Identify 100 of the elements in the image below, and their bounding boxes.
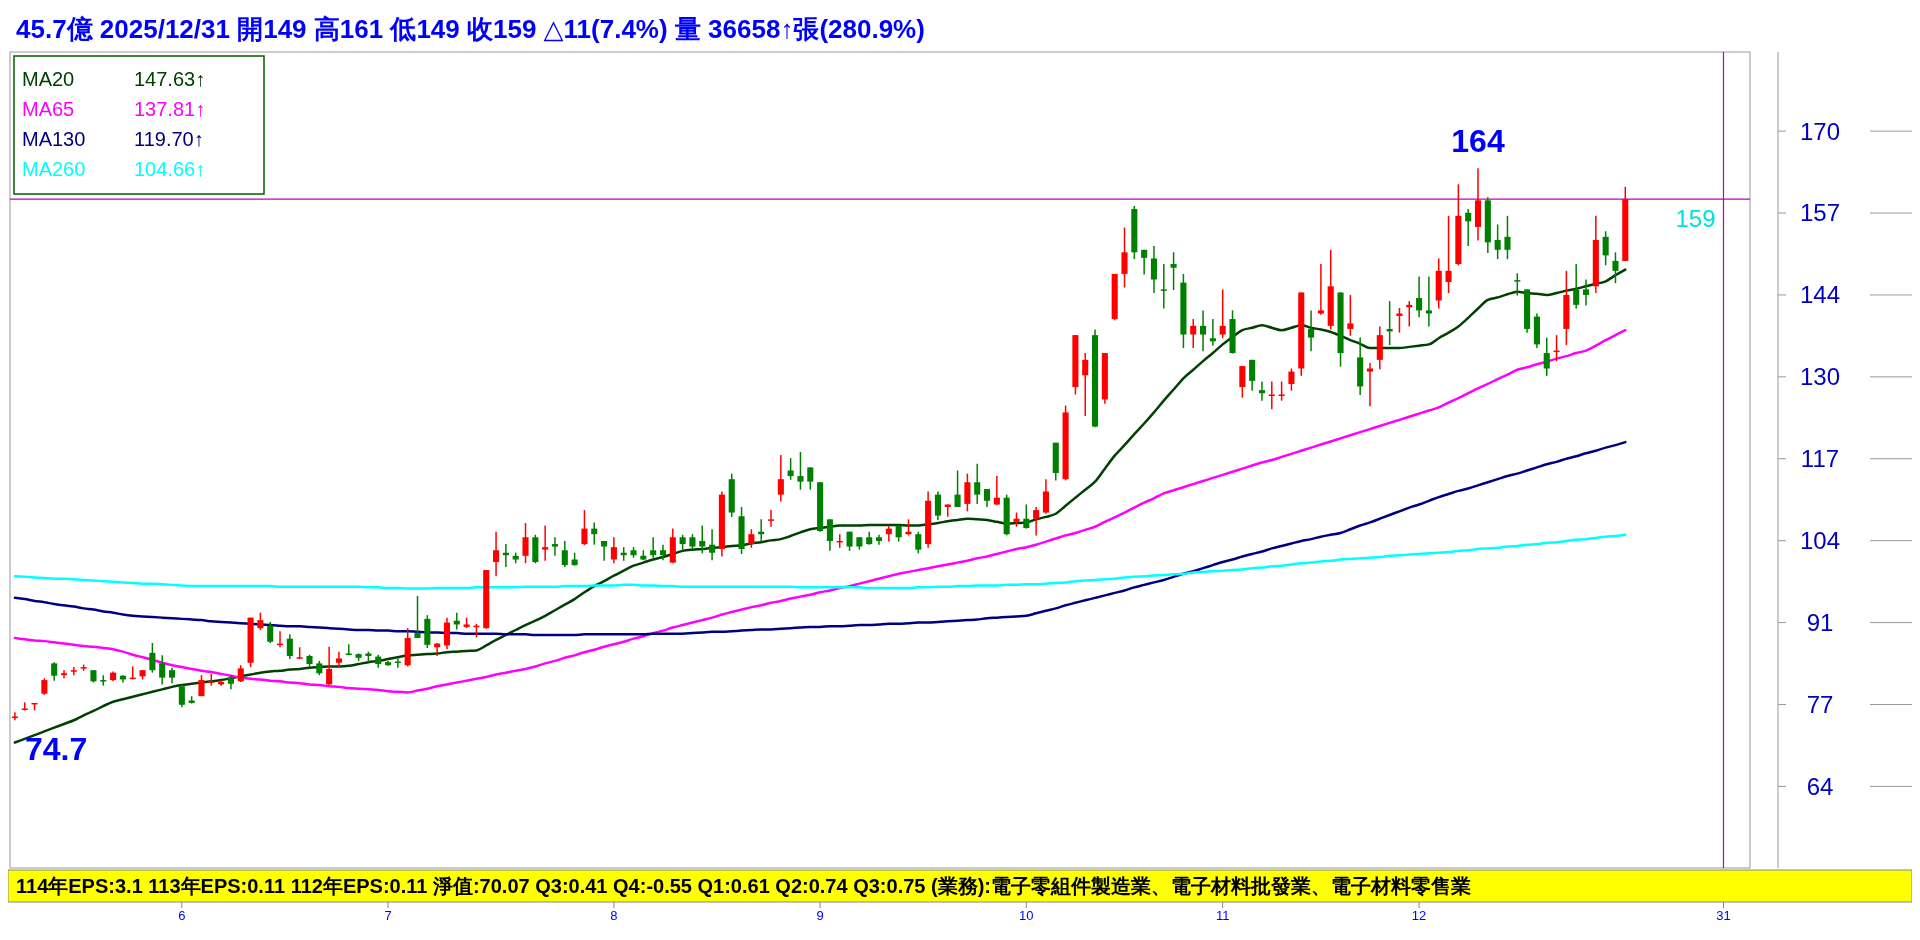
candlestick <box>1582 278 1590 307</box>
candlestick <box>826 518 833 552</box>
candlestick <box>650 536 657 559</box>
text: MA130 <box>22 128 86 150</box>
candlestick <box>345 643 352 657</box>
candlestick <box>1504 215 1511 260</box>
candlestick <box>1416 275 1423 318</box>
candlestick <box>1200 309 1207 352</box>
y-tick-label: 157 <box>1799 199 1841 227</box>
candlestick <box>178 683 185 709</box>
candlestick <box>1347 294 1354 337</box>
x-tick-label: 8 <box>610 908 618 923</box>
candlestick <box>1268 380 1275 411</box>
annotation: 164 <box>1451 123 1505 160</box>
candlestick <box>1082 352 1089 417</box>
candlestick <box>699 524 706 555</box>
candlestick <box>1160 263 1167 310</box>
candlestick <box>1602 230 1609 267</box>
x-tick-label: 7 <box>384 908 392 923</box>
candlestick <box>1170 251 1177 291</box>
candlestick <box>60 669 68 679</box>
candlestick <box>542 524 549 562</box>
y-tick-label: 144 <box>1799 281 1841 309</box>
candlestick <box>159 654 166 686</box>
candlestick <box>1465 208 1472 247</box>
chart-title: 45.7億 2025/12/31 開149 高161 低149 收159 △11(7.4%) 量 36658↑張(280.9%) <box>16 14 925 44</box>
candlestick <box>777 454 784 503</box>
annotation: 137.81↑ <box>134 98 206 120</box>
candlestick <box>934 490 941 521</box>
candlestick <box>1425 275 1432 328</box>
candlestick <box>551 536 559 557</box>
line-series <box>13 533 1627 590</box>
annotation: 147.63↑ <box>134 68 206 90</box>
candlestick <box>610 536 617 564</box>
candlestick <box>51 661 58 682</box>
x-tick-label: 31 <box>1716 908 1731 923</box>
candlestick <box>1612 251 1619 284</box>
x-tick-label: 11 <box>1215 908 1230 923</box>
candlestick <box>1573 263 1580 310</box>
candlestick <box>1023 503 1030 530</box>
candlestick <box>1317 263 1324 316</box>
candlestick <box>581 509 588 547</box>
y-tick-label: 117 <box>1800 445 1840 473</box>
candlestick <box>1239 365 1246 399</box>
annotation: 104.66↑ <box>134 158 206 180</box>
x-tick-label: 9 <box>816 908 824 923</box>
text: MA65 <box>22 98 75 120</box>
candlestick <box>709 528 716 561</box>
candlestick <box>1366 362 1374 407</box>
candlestick <box>414 595 421 639</box>
candlestick <box>1121 226 1128 289</box>
text: MA20 <box>22 68 75 90</box>
candlestick <box>1249 359 1256 392</box>
text: MA260 <box>22 158 86 180</box>
candlestick <box>748 528 755 549</box>
candlestick <box>443 616 451 650</box>
y-tick-label: 170 <box>1799 117 1841 145</box>
y-tick-label: 77 <box>1806 690 1834 718</box>
ref-line-label: 159 <box>1675 205 1716 233</box>
x-tick-label: 12 <box>1411 908 1427 923</box>
candlestick <box>1033 506 1040 537</box>
candlestick <box>1042 478 1049 515</box>
candlestick <box>1396 307 1403 334</box>
candlestick <box>1494 223 1501 260</box>
annotation: 119.70↑ <box>134 128 204 150</box>
candlestick <box>915 530 922 555</box>
annotation: 74.7 <box>24 731 88 768</box>
candlestick <box>286 633 293 660</box>
candlestick <box>1514 272 1521 297</box>
candlestick <box>1209 318 1216 347</box>
candlestick <box>993 475 1000 506</box>
candlestick <box>1445 215 1452 294</box>
candlestick <box>561 540 568 568</box>
candlestick <box>522 522 529 564</box>
candlestick <box>1141 249 1148 276</box>
candlestick <box>1258 380 1266 402</box>
candlestick <box>767 509 775 528</box>
candlestick <box>149 642 156 674</box>
line-series <box>13 328 1627 694</box>
candlestick <box>1288 367 1295 392</box>
candlestick <box>267 621 274 644</box>
y-tick-label: 130 <box>1799 363 1841 391</box>
candlestick <box>1543 336 1550 377</box>
candlestick <box>954 469 961 508</box>
candlestick <box>807 466 814 491</box>
candlestick <box>326 645 333 686</box>
candlestick <box>964 472 971 513</box>
candlestick <box>493 530 500 577</box>
candlestick <box>1219 288 1226 339</box>
candlestick <box>70 666 77 676</box>
x-tick-label: 10 <box>1019 908 1034 923</box>
candlestick <box>1150 245 1158 294</box>
text: 114年EPS:3.1 113年EPS:0.11 112年EPS:0.11 淨值:70.07 Q3:0.41 Q4:-0.55 Q1:0.61 Q2:0.74 Q3:0.75 (業務):電子零組件製造業、電子材料批發業、電子材料零售業 <box>16 875 1471 897</box>
x-tick-label: 6 <box>178 908 186 923</box>
y-tick-label: 91 <box>1806 608 1834 636</box>
candlestick <box>797 451 804 491</box>
y-tick-label: 104 <box>1799 527 1841 555</box>
candlestick <box>1278 380 1285 402</box>
candlestick <box>974 462 981 505</box>
y-tick-label: 64 <box>1806 772 1834 800</box>
